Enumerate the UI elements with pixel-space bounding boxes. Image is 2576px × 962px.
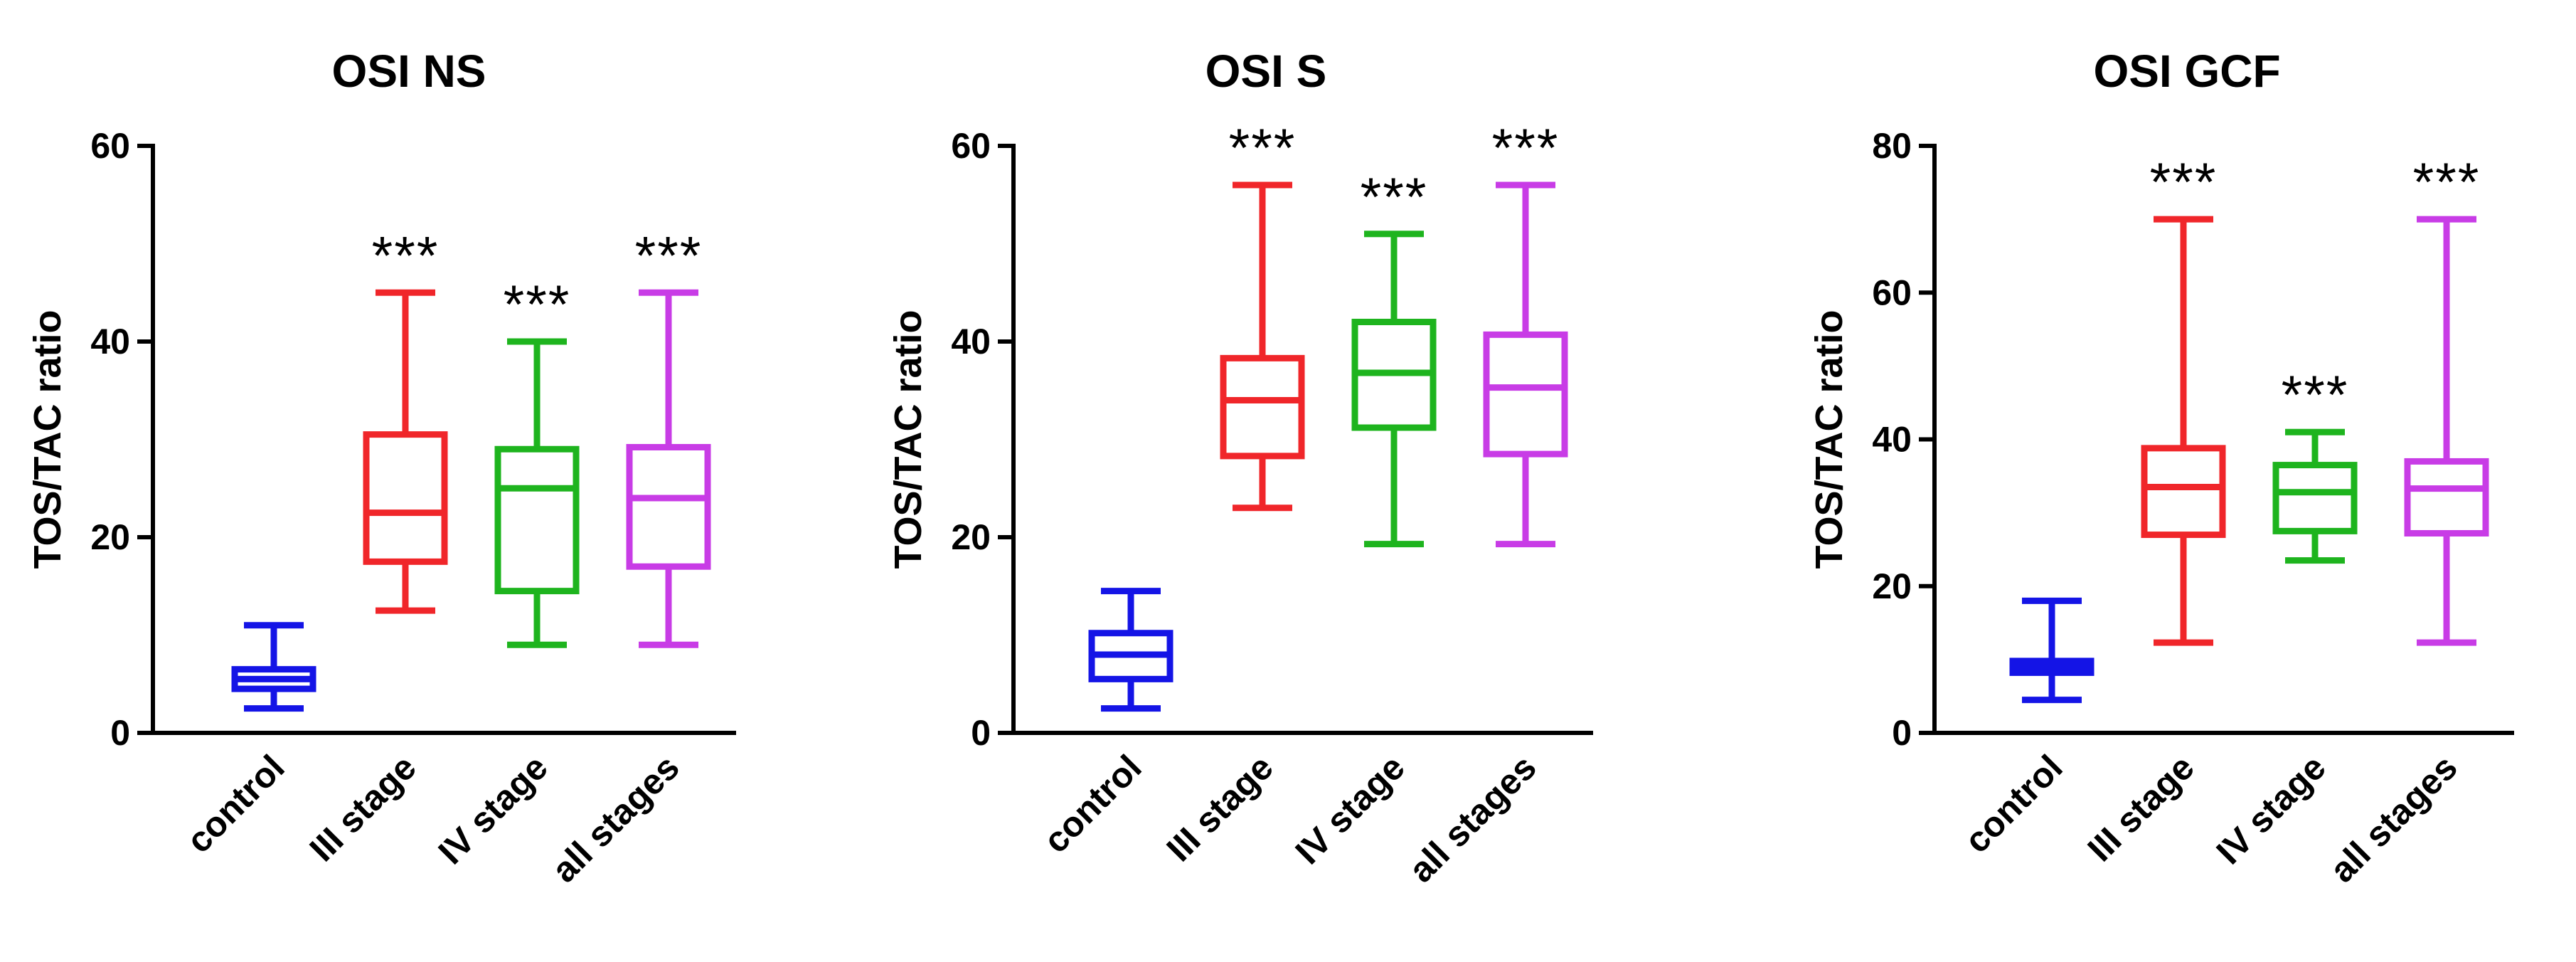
x-category-label: all stages <box>1401 747 1544 890</box>
box-iii-stage <box>2141 216 2226 646</box>
x-category-label: III stage <box>1159 747 1281 869</box>
box-control <box>231 622 316 712</box>
x-category-label: control <box>1036 747 1149 860</box>
iqr-box <box>494 445 580 595</box>
x-category-label: IV stage <box>1288 747 1412 872</box>
x-category-label: IV stage <box>2209 747 2333 872</box>
y-tick-label: 0 <box>110 713 130 753</box>
y-axis-label: TOS/TAC ratio <box>26 310 69 569</box>
chart-title: OSI GCF <box>2093 46 2280 97</box>
x-category-label: IV stage <box>431 747 555 872</box>
significance-marker: *** <box>1229 118 1297 179</box>
y-tick-label: 0 <box>971 713 991 753</box>
y-tick-label: 40 <box>1872 420 1912 460</box>
x-category-label: all stages <box>544 747 687 890</box>
chart-panel-2: OSI S TOS/TAC ratio 0 20 40 60 control *** III s… <box>887 46 1593 890</box>
y-tick-label: 20 <box>951 517 991 557</box>
box-iv-stage <box>2272 428 2358 564</box>
y-tick-label: 60 <box>951 126 991 166</box>
box-control <box>1088 588 1173 712</box>
y-tick-label: 60 <box>90 126 130 166</box>
chart-title: OSI NS <box>332 46 486 97</box>
y-tick-label: 20 <box>1872 566 1912 606</box>
y-tick-label: 40 <box>90 322 130 361</box>
iqr-box <box>626 444 711 570</box>
box-iv-stage <box>494 338 580 648</box>
box-iv-stage <box>1351 231 1437 548</box>
iqr-box <box>2404 458 2489 536</box>
y-tick-label: 80 <box>1872 126 1912 166</box>
box-iii-stage <box>1220 181 1305 512</box>
y-tick-label: 40 <box>951 322 991 361</box>
y-tick-label: 60 <box>1872 273 1912 312</box>
x-category-label: all stages <box>2322 747 2465 890</box>
significance-marker: *** <box>1361 167 1428 228</box>
box-all-stages <box>626 289 711 648</box>
x-category-label: control <box>179 747 292 860</box>
x-category-label: III stage <box>2080 747 2202 869</box>
iqr-box <box>2141 445 2226 539</box>
significance-marker: *** <box>2282 365 2349 426</box>
iqr-box <box>1220 354 1305 460</box>
chart-panel-1: OSI NS TOS/TAC ratio 0 20 40 60 control *** III … <box>26 46 736 890</box>
x-category-label: III stage <box>302 747 424 869</box>
box-control <box>2009 597 2095 704</box>
y-tick-label: 20 <box>90 517 130 557</box>
significance-marker: *** <box>1492 118 1560 179</box>
significance-marker: *** <box>2413 152 2481 213</box>
box-all-stages <box>1483 181 1568 548</box>
box-all-stages <box>2404 216 2489 646</box>
y-tick-label: 0 <box>1892 713 1912 753</box>
significance-marker: *** <box>372 226 440 286</box>
chart-panel-3: OSI GCF TOS/TAC ratio 0 20 40 60 80 control *** I… <box>1808 46 2514 890</box>
iqr-box <box>1483 331 1568 458</box>
x-category-label: control <box>1957 747 2070 860</box>
chart-title: OSI S <box>1205 46 1327 97</box>
y-axis-label: TOS/TAC ratio <box>887 310 930 569</box>
iqr-box <box>363 431 448 565</box>
significance-marker: *** <box>504 275 571 335</box>
box-iii-stage <box>363 289 448 614</box>
iqr-box <box>2272 462 2358 534</box>
significance-marker: *** <box>635 226 703 286</box>
significance-marker: *** <box>2150 152 2218 213</box>
y-axis-label: TOS/TAC ratio <box>1808 310 1851 569</box>
